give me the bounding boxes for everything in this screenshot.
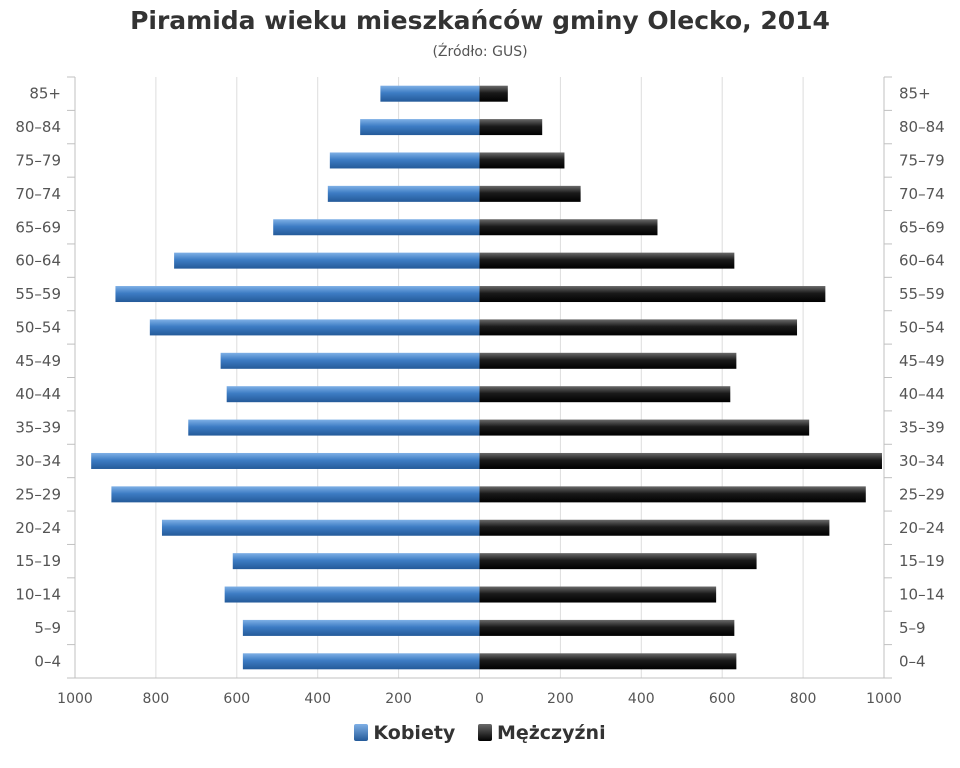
- bar-men[interactable]: [479, 219, 658, 236]
- bar-women[interactable]: [242, 619, 480, 636]
- bar-men[interactable]: [479, 452, 882, 469]
- y-tick-label-right: 50–54: [899, 318, 945, 336]
- chart-subtitle: (Źródło: GUS): [432, 44, 528, 60]
- y-tick-label-left: 40–44: [15, 385, 61, 403]
- legend: Kobiety Mężczyźni: [0, 722, 960, 744]
- y-tick-label-right: 30–34: [899, 452, 945, 470]
- bar-men[interactable]: [479, 653, 737, 670]
- bar-women[interactable]: [115, 286, 480, 303]
- x-tick-label: 200: [385, 691, 412, 707]
- bar-men[interactable]: [479, 619, 735, 636]
- x-tick-label: 800: [143, 691, 170, 707]
- bar-men[interactable]: [479, 586, 717, 603]
- bar-women[interactable]: [91, 452, 480, 469]
- y-tick-label-right: 10–14: [899, 586, 945, 604]
- y-tick-label-right: 15–19: [899, 552, 945, 570]
- bar-women[interactable]: [329, 152, 480, 169]
- x-tick-label: 600: [223, 691, 250, 707]
- y-tick-label-right: 25–29: [899, 485, 945, 503]
- bar-men[interactable]: [479, 319, 798, 336]
- bar-women[interactable]: [111, 486, 480, 503]
- y-tick-label-left: 70–74: [15, 185, 61, 203]
- y-tick-label-left: 15–19: [15, 552, 61, 570]
- bar-women[interactable]: [149, 319, 480, 336]
- legend-label-men: Mężczyźni: [496, 722, 606, 744]
- bar-women[interactable]: [242, 653, 480, 670]
- x-tick-label: 0: [475, 691, 484, 707]
- y-tick-label-right: 20–24: [899, 519, 945, 537]
- bar-men[interactable]: [479, 486, 866, 503]
- y-tick-label-left: 45–49: [15, 352, 61, 370]
- y-tick-label-left: 75–79: [15, 151, 61, 169]
- bar-women[interactable]: [273, 219, 480, 236]
- y-tick-label-right: 80–84: [899, 118, 945, 136]
- y-tick-label-right: 55–59: [899, 285, 945, 303]
- bar-women[interactable]: [188, 419, 480, 436]
- bar-men[interactable]: [479, 185, 581, 202]
- y-tick-label-right: 5–9: [899, 619, 926, 637]
- y-tick-label-left: 5–9: [34, 619, 61, 637]
- bar-women[interactable]: [360, 119, 480, 136]
- y-tick-label-right: 65–69: [899, 218, 945, 236]
- x-tick-label: 1000: [866, 691, 902, 707]
- legend-item-women[interactable]: Kobiety: [354, 722, 455, 744]
- y-tick-label-right: 45–49: [899, 352, 945, 370]
- bar-men[interactable]: [479, 419, 810, 436]
- bar-men[interactable]: [479, 553, 757, 570]
- bar-men[interactable]: [479, 519, 830, 536]
- bar-women[interactable]: [224, 586, 480, 603]
- chart-title: Piramida wieku mieszkańców gminy Olecko,…: [130, 6, 830, 35]
- legend-swatch-men: [477, 724, 492, 741]
- bar-women[interactable]: [174, 252, 480, 269]
- y-tick-label-right: 35–39: [899, 419, 945, 437]
- y-tick-label-left: 50–54: [15, 318, 61, 336]
- x-tick-label: 400: [304, 691, 331, 707]
- x-tick-label: 200: [547, 691, 574, 707]
- y-tick-label-left: 0–4: [34, 652, 61, 670]
- y-tick-label-right: 70–74: [899, 185, 945, 203]
- bar-women[interactable]: [220, 352, 480, 369]
- x-tick-label: 400: [628, 691, 655, 707]
- x-tick-label: 1000: [57, 691, 93, 707]
- bar-women[interactable]: [226, 386, 480, 403]
- y-tick-label-left: 10–14: [15, 586, 61, 604]
- y-tick-label-left: 85+: [29, 85, 61, 103]
- y-tick-label-right: 0–4: [899, 652, 926, 670]
- bar-women[interactable]: [161, 519, 480, 536]
- y-tick-label-left: 55–59: [15, 285, 61, 303]
- bar-men[interactable]: [479, 119, 543, 136]
- x-tick-label: 800: [790, 691, 817, 707]
- bar-women[interactable]: [380, 85, 480, 102]
- y-tick-label-left: 35–39: [15, 419, 61, 437]
- y-tick-label-left: 25–29: [15, 485, 61, 503]
- y-tick-label-right: 60–64: [899, 252, 945, 270]
- legend-swatch-women: [354, 724, 369, 741]
- y-tick-label-left: 65–69: [15, 218, 61, 236]
- bar-women[interactable]: [232, 553, 480, 570]
- legend-item-men[interactable]: Mężczyźni: [477, 722, 606, 744]
- bar-men[interactable]: [479, 352, 737, 369]
- legend-label-women: Kobiety: [373, 722, 456, 744]
- x-tick-label: 600: [709, 691, 736, 707]
- y-tick-label-left: 20–24: [15, 519, 61, 537]
- y-tick-label-left: 30–34: [15, 452, 61, 470]
- bar-men[interactable]: [479, 152, 565, 169]
- bar-men[interactable]: [479, 386, 731, 403]
- y-tick-label-left: 80–84: [15, 118, 61, 136]
- y-tick-label-right: 85+: [899, 85, 931, 103]
- bar-men[interactable]: [479, 286, 826, 303]
- bar-women[interactable]: [327, 185, 480, 202]
- y-tick-label-right: 75–79: [899, 151, 945, 169]
- y-tick-label-right: 40–44: [899, 385, 945, 403]
- y-tick-label-left: 60–64: [15, 252, 61, 270]
- bar-men[interactable]: [479, 252, 735, 269]
- bar-men[interactable]: [479, 85, 508, 102]
